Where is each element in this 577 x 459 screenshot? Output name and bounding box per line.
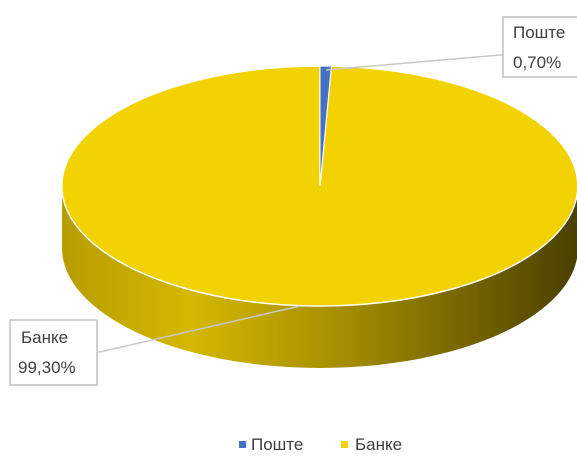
pie-slice-banke xyxy=(61,65,577,307)
legend-label-banke: Банке xyxy=(355,435,402,454)
callout-box-banke xyxy=(9,319,98,386)
callout-category-poshte: Поште xyxy=(513,23,565,42)
callout-box-poshte xyxy=(502,16,577,78)
pie-slice-poshte xyxy=(319,65,332,187)
data-label-poshte: Поште 0,70% xyxy=(325,16,577,78)
legend-label-poshte: Поште xyxy=(251,435,303,454)
callout-category-banke: Банке xyxy=(21,328,68,347)
pie-slice-side-banke xyxy=(62,186,577,368)
callout-value-poshte: 0,70% xyxy=(513,53,561,72)
legend-swatch-poshte xyxy=(239,441,246,448)
leader-line-poshte xyxy=(325,54,512,71)
data-label-banke: Банке 99,30% xyxy=(9,305,301,386)
callout-value-banke: 99,30% xyxy=(18,358,76,377)
legend-swatch-banke xyxy=(341,441,348,448)
legend: Поште Банке xyxy=(239,435,402,454)
